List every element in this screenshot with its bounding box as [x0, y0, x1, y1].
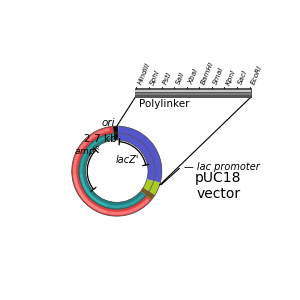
Text: pUC18
vector: pUC18 vector [195, 171, 242, 201]
Wedge shape [113, 126, 118, 133]
Text: SmaI: SmaI [213, 66, 225, 86]
Text: PstI: PstI [162, 71, 173, 86]
Bar [135, 88, 251, 97]
Wedge shape [149, 181, 160, 195]
Wedge shape [72, 126, 113, 215]
Bar [135, 93, 251, 95]
Wedge shape [141, 188, 149, 196]
Text: $amp^R$: $amp^R$ [74, 144, 100, 159]
Text: — lac promoter: — lac promoter [184, 161, 260, 172]
Text: SalI: SalI [175, 71, 185, 86]
Wedge shape [118, 133, 155, 181]
Wedge shape [79, 171, 146, 209]
Wedge shape [73, 175, 149, 215]
Wedge shape [79, 133, 114, 209]
Wedge shape [80, 134, 112, 207]
Text: 2.7 kb: 2.7 kb [84, 134, 117, 144]
Text: BamHI: BamHI [200, 61, 214, 86]
Text: HindIII: HindIII [137, 62, 151, 86]
Text: lacZ': lacZ' [116, 154, 139, 165]
Wedge shape [72, 171, 151, 216]
Text: SacI: SacI [238, 69, 249, 86]
Wedge shape [118, 126, 162, 183]
Text: Polylinker: Polylinker [139, 99, 189, 109]
Wedge shape [146, 191, 155, 200]
Wedge shape [113, 133, 118, 140]
Wedge shape [73, 128, 110, 214]
Text: SphI: SphI [150, 69, 161, 86]
Text: ori: ori [102, 118, 116, 128]
Bar [135, 90, 251, 92]
Text: EcoRI: EcoRI [250, 65, 263, 86]
Wedge shape [80, 174, 144, 208]
Wedge shape [143, 179, 154, 191]
Text: KpnI: KpnI [225, 68, 237, 86]
Text: XbaI: XbaI [188, 68, 199, 86]
